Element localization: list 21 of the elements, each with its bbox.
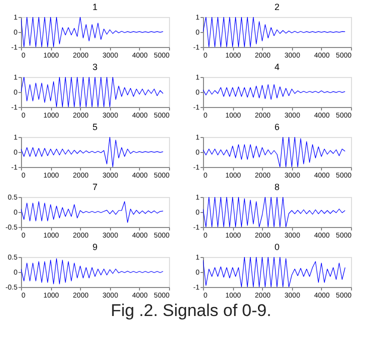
line-series (203, 84, 346, 100)
chart-title: 7 (92, 182, 98, 192)
chart-title: 6 (274, 122, 280, 132)
line-series (21, 258, 164, 284)
line-series (21, 137, 164, 167)
chart-title: 0 (274, 242, 280, 252)
chart-title: 4 (274, 62, 280, 72)
line-series (21, 17, 164, 47)
chart-title: 5 (92, 122, 98, 132)
chart-title: 8 (274, 182, 280, 192)
line-series (203, 197, 346, 227)
line-series (203, 17, 346, 47)
chart-title: 1 (92, 2, 98, 12)
line-series (203, 257, 346, 287)
line-series (21, 201, 164, 223)
line-series (203, 137, 346, 167)
chart-title: 9 (92, 242, 98, 252)
chart-title: 3 (92, 62, 98, 72)
chart-title: 2 (274, 2, 280, 12)
line-series (21, 77, 164, 107)
text: Fig .2. Signals of 0-9. (110, 301, 272, 320)
